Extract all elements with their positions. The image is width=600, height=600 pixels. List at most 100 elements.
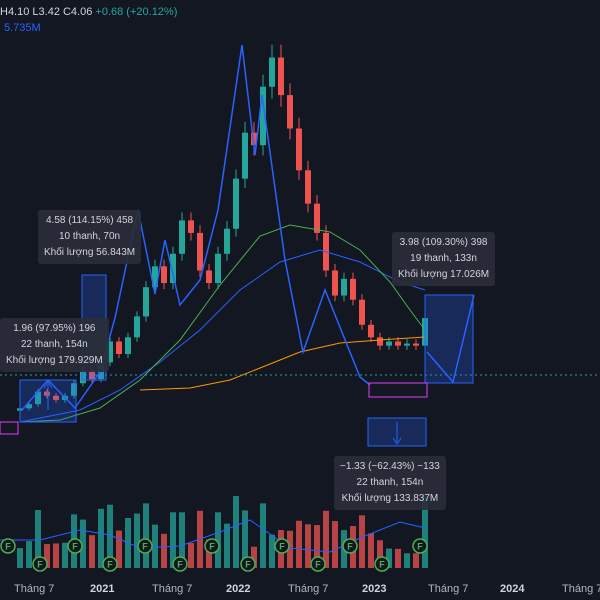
ohlc-legend: H4.10 L3.42 C4.06 +0.68 (+20.12%) (0, 6, 177, 18)
candle (179, 220, 185, 254)
measure-line: Khối lượng 56.843M (44, 247, 136, 258)
volume-bar (413, 553, 419, 568)
flag-marker-icon[interactable] (137, 538, 153, 554)
price-change: +0.68 (+20.12%) (95, 6, 178, 18)
time-label: Tháng 7 (14, 583, 55, 595)
volume-bar (161, 533, 167, 568)
candle (260, 86, 266, 146)
ma-line-green (19, 224, 426, 423)
measure-line: 22 thanh, 154n (20, 339, 88, 350)
flag-marker-letter: F (245, 560, 251, 570)
candle (413, 343, 419, 346)
flag-marker-icon[interactable] (374, 556, 390, 572)
candle (143, 287, 149, 317)
volume-bar (323, 510, 329, 568)
flag-marker-letter: F (379, 560, 385, 570)
measure-box-3[interactable]: 3.98 (109.30%) 398 19 thanh, 133n Khối l… (392, 232, 496, 286)
time-label: 2022 (226, 583, 251, 595)
volume-bar (62, 542, 68, 568)
volume-bar (269, 534, 275, 568)
volume-bar (17, 548, 23, 568)
candle (197, 232, 203, 271)
candle (314, 203, 320, 233)
candle (269, 57, 275, 87)
candle (170, 253, 176, 284)
measure-box-2[interactable]: 4.58 (114.15%) 458 10 thanh, 70n Khối lư… (38, 210, 142, 264)
measure-line: 10 thanh, 70n (58, 231, 121, 242)
time-label: Tháng 7 (428, 583, 469, 595)
flag-marker-icon[interactable] (67, 538, 83, 554)
candle (287, 95, 293, 129)
volume-bar (332, 521, 338, 568)
flag-marker-letter: F (72, 542, 78, 552)
candle (215, 253, 221, 284)
time-label: 2021 (90, 583, 115, 595)
volume-bar (224, 523, 230, 568)
flag-marker-icon[interactable] (204, 538, 220, 554)
flag-marker-icon[interactable] (310, 556, 326, 572)
volume-bar (80, 519, 86, 568)
volume-bar (242, 510, 248, 568)
volume-bar (359, 515, 365, 568)
volume-bar (134, 513, 140, 568)
candle (71, 383, 77, 396)
volume-bar (143, 503, 149, 568)
volume-bar (386, 548, 392, 568)
candle (386, 341, 392, 346)
candle (116, 341, 122, 355)
volume-bar (395, 548, 401, 568)
measure-line: 3.98 (109.30%) 398 (399, 237, 488, 248)
flag-markers: F F F F F F F F F F F F F (0, 538, 428, 572)
volume-bar (170, 512, 176, 568)
candle (233, 178, 239, 229)
volume-bar (215, 512, 221, 568)
candles (17, 44, 428, 413)
volume-bar (233, 496, 239, 568)
candle (251, 132, 257, 146)
candle (44, 391, 50, 396)
candle (53, 395, 59, 400)
volume-bar (107, 504, 113, 568)
flag-marker-icon[interactable] (102, 556, 118, 572)
flag-marker-icon[interactable] (342, 538, 358, 554)
measure-line: 1.96 (97.95%) 196 (13, 323, 96, 334)
volume-bar (296, 520, 302, 568)
flag-marker-letter: F (209, 542, 215, 552)
candle (341, 278, 347, 296)
time-axis[interactable]: Tháng 7 2021 Tháng 7 2022 Tháng 7 2023 T… (0, 578, 600, 600)
volume-bar (422, 495, 428, 568)
time-label: Tháng 7 (152, 583, 193, 595)
volume-bar (152, 524, 158, 568)
flag-marker-letter: F (107, 560, 113, 570)
flag-marker-icon[interactable] (0, 538, 16, 554)
measure-line: Khối lượng 17.026M (398, 269, 490, 280)
measure-line: −1.33 (−62.43%) −133 (340, 461, 440, 472)
ma-line-orange (139, 336, 426, 391)
flag-marker-icon[interactable] (412, 538, 428, 554)
candle (188, 220, 194, 233)
flag-marker-icon[interactable] (172, 556, 188, 572)
measure-box-1[interactable]: 1.96 (97.95%) 196 22 thanh, 154n Khối lư… (0, 318, 109, 372)
flag-marker-icon[interactable] (274, 538, 290, 554)
candle (359, 299, 365, 325)
flag-marker-letter: F (177, 560, 183, 570)
consolidation-box (368, 382, 428, 398)
flag-marker-icon[interactable] (32, 556, 48, 572)
volume-bar (26, 541, 32, 568)
candle (161, 266, 167, 284)
time-label: 2023 (362, 583, 387, 595)
measure-box-4[interactable]: −1.33 (−62.43%) −133 22 thanh, 154n Khối… (334, 456, 446, 510)
volume-bar (305, 524, 311, 568)
candle (152, 266, 158, 288)
measure-line: Khối lượng 179.929M (6, 355, 103, 366)
candle (224, 228, 230, 254)
candle (35, 391, 41, 405)
candle (368, 324, 374, 338)
flag-marker-letter: F (37, 560, 43, 570)
volume-bar (53, 543, 59, 568)
flag-marker-letter: F (315, 560, 321, 570)
candle (350, 278, 356, 300)
flag-marker-icon[interactable] (240, 556, 256, 572)
arrow-down-head (392, 437, 402, 445)
